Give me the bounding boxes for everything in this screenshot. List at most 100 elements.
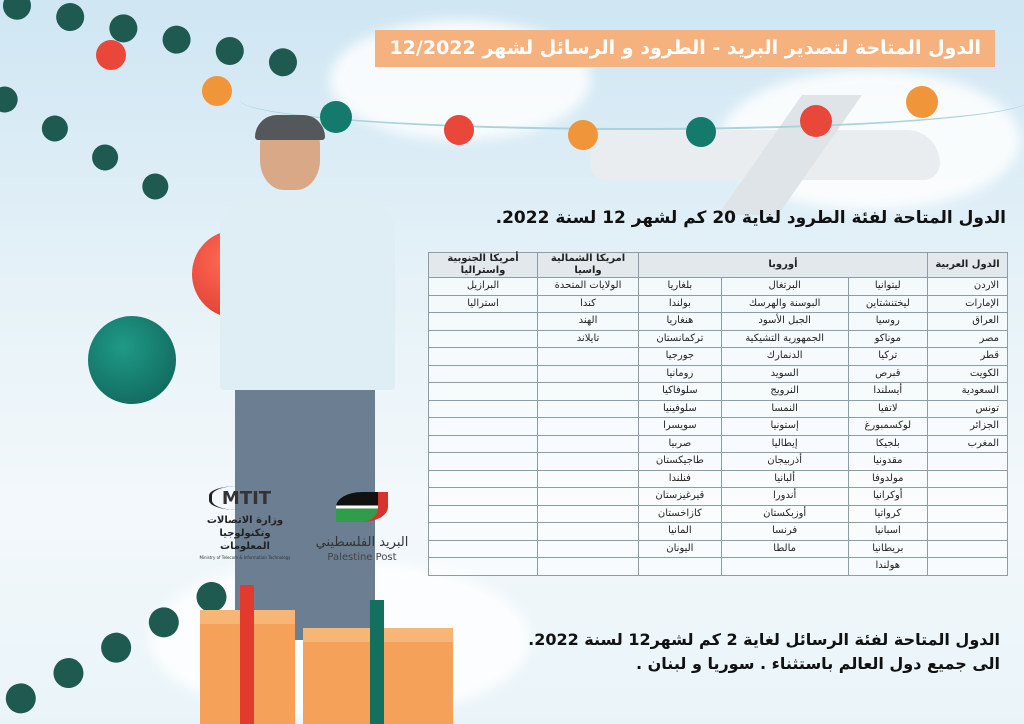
table-cell <box>428 347 538 366</box>
table-cell: الكويت <box>927 364 1008 383</box>
table-row: قطر تركيا الدنمارك جورجيا <box>428 347 1008 366</box>
table-cell <box>428 557 538 576</box>
table-cell <box>927 522 1008 541</box>
ornament <box>906 86 938 118</box>
table-cell: كازاخستان <box>638 504 722 523</box>
gift-ribbon <box>370 600 384 724</box>
table-row: تونس لاتفيا النمسا سلوفينيا <box>428 399 1008 418</box>
table-cell: سلوفينيا <box>638 399 722 418</box>
parcel-countries-table: الدول العربية أوروبا امريكا الشمالية واس… <box>428 252 1008 576</box>
table-cell <box>428 382 538 401</box>
table-row: اسبانيا فرنسا المانيا <box>428 522 1008 541</box>
table-cell: أذربيجان <box>720 452 849 471</box>
table-cell <box>537 434 639 453</box>
table-cell <box>428 469 538 488</box>
table-row: الكويت قبرص السويد رومانيا <box>428 364 1008 383</box>
table-cell: هولندا <box>847 557 929 576</box>
header-europe: أوروبا <box>638 252 928 278</box>
table-cell <box>428 399 538 418</box>
table-cell: الدنمارك <box>720 347 849 366</box>
mtit-name-en: Ministry of Telecom & Information Techno… <box>199 555 291 560</box>
table-row: الجزائر لوكسمبورغ إستونيا سويسرا <box>428 417 1008 436</box>
table-cell: فرنسا <box>720 522 849 541</box>
gift-ribbon <box>240 585 254 724</box>
table-cell: أوكرانيا <box>847 487 929 506</box>
table-row: أوكرانيا أندورا قيرغيزستان <box>428 487 1008 506</box>
ornament <box>686 117 716 147</box>
table-cell: الجمهورية التشيكية <box>720 329 849 348</box>
table-cell: تركيا <box>847 347 929 366</box>
table-cell: مالطا <box>720 539 849 558</box>
table-row: مولدوفا ألبانيا فنلندا <box>428 469 1008 488</box>
table-cell: السويد <box>720 364 849 383</box>
header-sa-aus: أمريكا الجنوبية واستراليا <box>428 252 538 278</box>
table-cell <box>428 434 538 453</box>
table-cell: بولندا <box>638 294 722 313</box>
table-cell <box>537 452 639 471</box>
palestine-post-name-en: Palestine Post <box>327 552 397 563</box>
table-cell: صربيا <box>638 434 722 453</box>
table-cell: الجبل الأسود <box>720 312 849 331</box>
table-cell: لاتفيا <box>847 399 929 418</box>
table-cell <box>428 504 538 523</box>
table-cell: سويسرا <box>638 417 722 436</box>
table-cell: العراق <box>927 312 1008 331</box>
table-row: مصر موناكو الجمهورية التشيكية تركمانستان تاي… <box>428 329 1008 348</box>
ornament <box>202 76 232 106</box>
table-cell: الاردن <box>927 277 1008 296</box>
table-cell: قبرص <box>847 364 929 383</box>
table-cell <box>428 487 538 506</box>
table-cell: الولايات المتحدة <box>537 277 639 296</box>
header-arab: الدول العربية <box>927 252 1008 278</box>
table-cell: مصر <box>927 329 1008 348</box>
table-cell: المغرب <box>927 434 1008 453</box>
table-cell: جورجيا <box>638 347 722 366</box>
table-row: مقدونيا أذربيجان طاجيكستان <box>428 452 1008 471</box>
table-cell: الإمارات <box>927 294 1008 313</box>
table-cell <box>537 469 639 488</box>
table-cell: الهند <box>537 312 639 331</box>
table-row: السعودية أيسلندا النرويج سلوفاكيا <box>428 382 1008 401</box>
table-cell <box>537 399 639 418</box>
palestine-post-bird-icon <box>336 492 388 522</box>
table-cell <box>428 364 538 383</box>
header-na-asia: امريكا الشمالية واسيا <box>537 252 639 278</box>
table-header-row: الدول العربية أوروبا امريكا الشمالية واس… <box>428 252 1008 278</box>
mtit-logo-mark: MTIT <box>208 486 281 510</box>
table-cell: النمسا <box>720 399 849 418</box>
table-cell <box>428 329 538 348</box>
table-cell: مولدوفا <box>847 469 929 488</box>
table-cell <box>927 539 1008 558</box>
table-cell: بلجيكا <box>847 434 929 453</box>
table-cell <box>537 364 639 383</box>
mtit-logo: MTIT وزارة الاتصالات وتكنولوجيا المعلوما… <box>186 486 304 561</box>
table-cell <box>537 504 639 523</box>
table-row: المغرب بلجيكا إيطاليا صربيا <box>428 434 1008 453</box>
table-row: كرواتيا أوزبكستان كازاخستان <box>428 504 1008 523</box>
table-cell: أندورا <box>720 487 849 506</box>
table-cell: السعودية <box>927 382 1008 401</box>
table-cell <box>428 452 538 471</box>
table-cell <box>428 312 538 331</box>
pine-branch <box>0 0 300 79</box>
parcels-heading: الدول المتاحة لفئة الطرود لغاية 20 كم لش… <box>495 208 1006 228</box>
table-cell <box>537 382 639 401</box>
table-cell: بريطانيا <box>847 539 929 558</box>
table-cell <box>537 347 639 366</box>
table-cell: لوكسمبورغ <box>847 417 929 436</box>
table-row: العراق روسيا الجبل الأسود هنغاريا الهند <box>428 312 1008 331</box>
table-cell: البوسنة والهرسك <box>720 294 849 313</box>
table-cell: تايلاند <box>537 329 639 348</box>
table-cell <box>428 539 538 558</box>
ornament <box>568 120 598 150</box>
table-cell <box>537 487 639 506</box>
table-cell: تونس <box>927 399 1008 418</box>
letters-line-1: الدول المتاحة لفئة الرسائل لغاية 2 كم لش… <box>528 630 1000 649</box>
table-cell: أوزبكستان <box>720 504 849 523</box>
table-cell <box>720 557 849 576</box>
table-cell: إستونيا <box>720 417 849 436</box>
title-banner: الدول المتاحة لتصدير البريد - الطرود و ا… <box>375 30 995 67</box>
palestine-post-logo: البريد الفلسطيني Palestine Post <box>306 492 418 565</box>
table-cell <box>927 504 1008 523</box>
table-cell: البرتغال <box>720 277 849 296</box>
